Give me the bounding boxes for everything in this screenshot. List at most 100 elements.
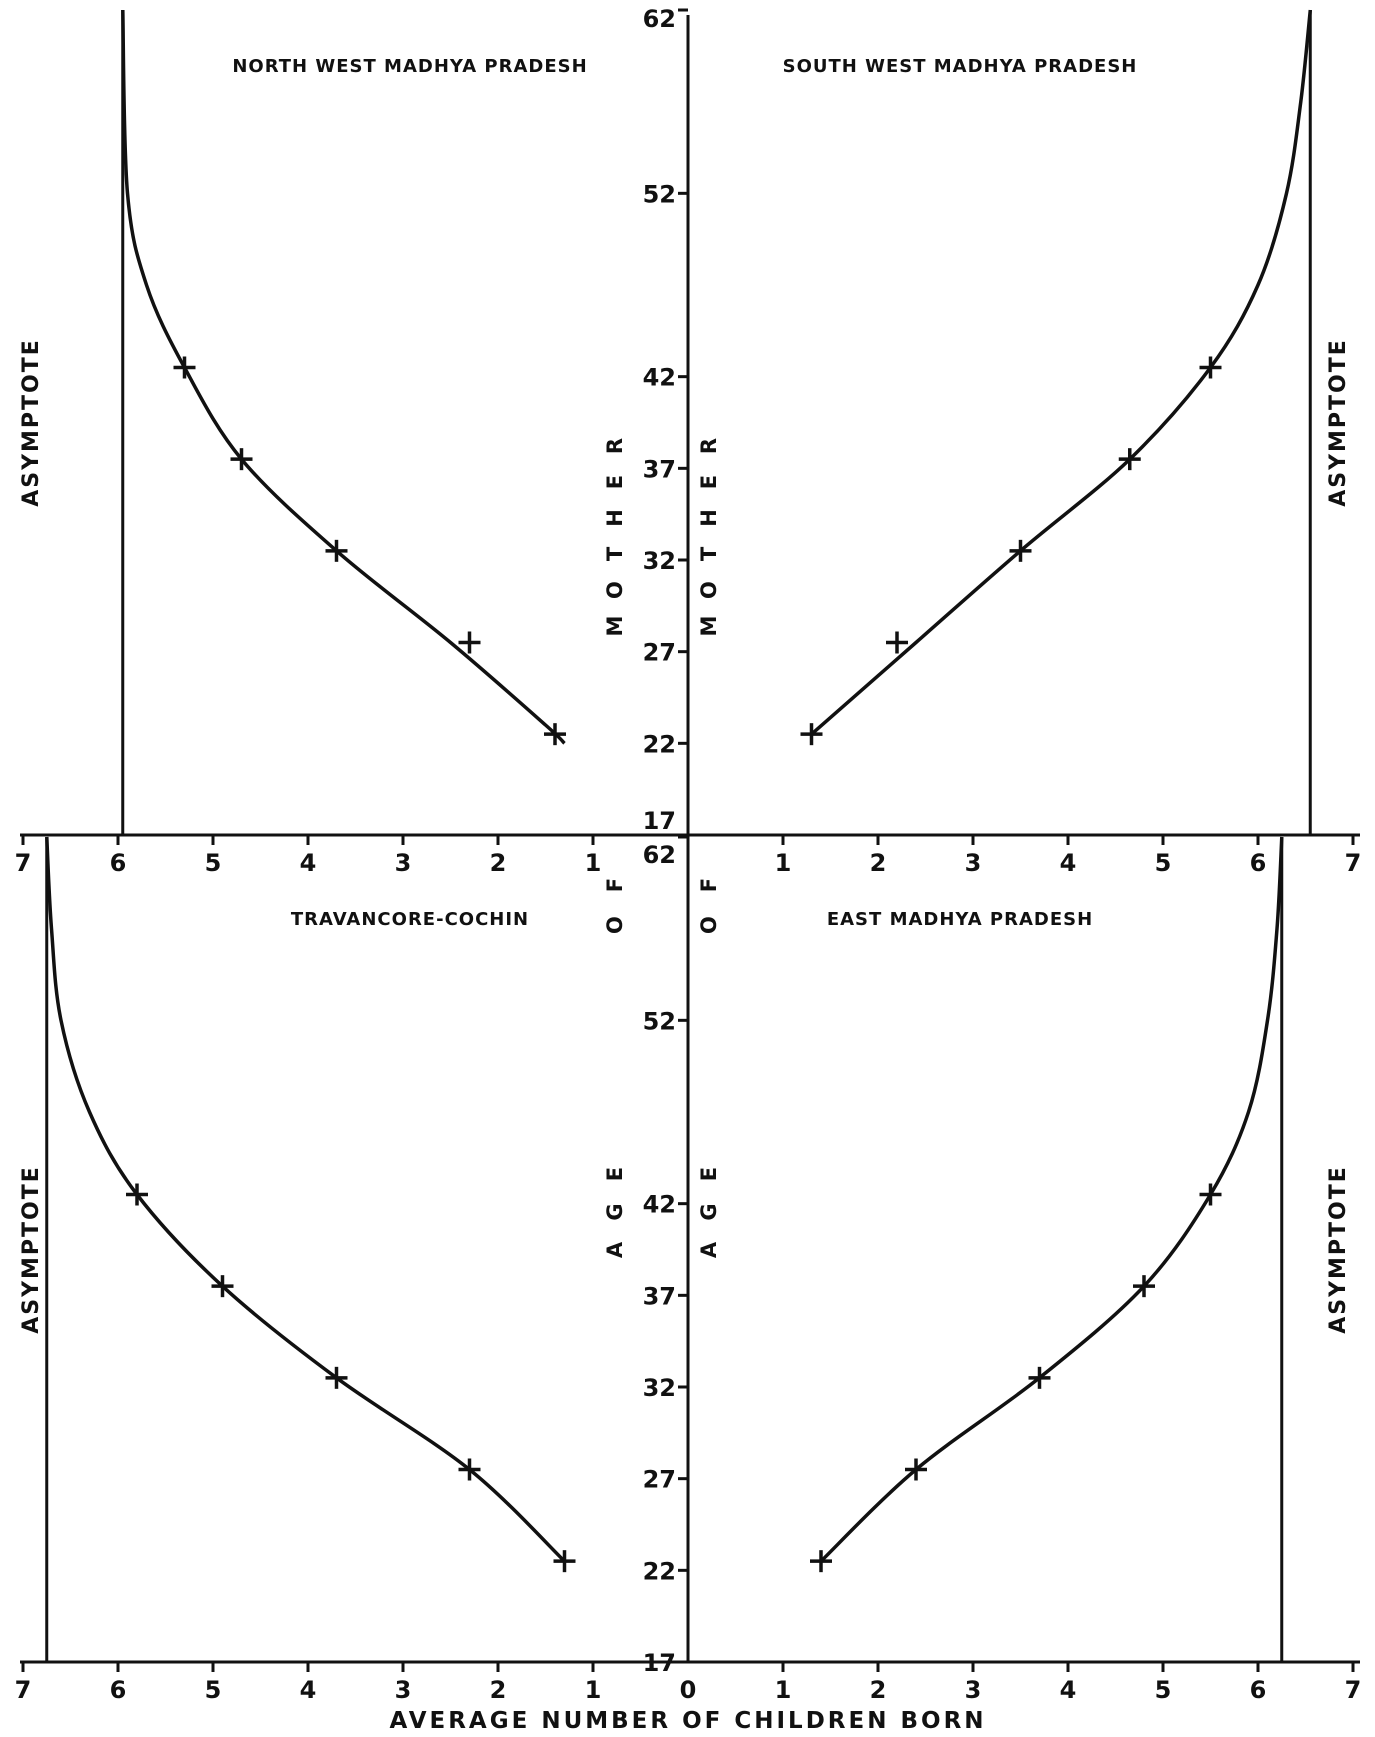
panel-title: NORTH WEST MADHYA PRADESH bbox=[232, 56, 587, 77]
vertical-label-char: O bbox=[697, 581, 721, 599]
x-tick-label: 5 bbox=[1155, 849, 1172, 877]
panel-top-right: ASYMPTOTE SOUTH WEST MADHYA PRADESH bbox=[783, 9, 1351, 835]
panel-bottom-left: ASYMPTOTE TRAVANCORE-COCHIN bbox=[19, 836, 576, 1662]
asymptote-label: ASYMPTOTE bbox=[1326, 338, 1351, 507]
x-tick-label: 3 bbox=[965, 1676, 982, 1704]
y-tick-label: 32 bbox=[643, 547, 676, 575]
data-point bbox=[325, 1366, 348, 1389]
x-tick-label: 7 bbox=[1345, 849, 1362, 877]
y-tick-label: 37 bbox=[643, 1282, 676, 1310]
data-point bbox=[800, 723, 823, 746]
x-tick-label: 6 bbox=[1250, 1676, 1267, 1704]
vertical-label-char: E bbox=[603, 1167, 627, 1181]
panel-top-left: ASYMPTOTE NORTH WEST MADHYA PRADESH bbox=[19, 9, 587, 835]
vertical-label-char: M bbox=[603, 616, 627, 637]
vertical-label-char: R bbox=[603, 438, 627, 454]
vertical-label-char: A bbox=[603, 1241, 627, 1258]
data-point bbox=[126, 1183, 148, 1206]
y-tick-label: 42 bbox=[643, 364, 676, 392]
x-tick-label: 2 bbox=[490, 1676, 507, 1704]
data-point bbox=[886, 631, 908, 654]
y-tick-label: 27 bbox=[643, 1466, 676, 1494]
x-tick-label: 1 bbox=[585, 849, 602, 877]
x-tick-label: 5 bbox=[1155, 1676, 1172, 1704]
x-tick-label: 2 bbox=[870, 849, 887, 877]
x-axis-label: AVERAGE NUMBER OF CHILDREN BORN bbox=[389, 1708, 986, 1734]
x-tick-label: 6 bbox=[1250, 849, 1267, 877]
panel-title: TRAVANCORE-COCHIN bbox=[291, 909, 529, 930]
data-point bbox=[1118, 448, 1141, 471]
data-point bbox=[810, 1550, 832, 1573]
x-tick-label: 0 bbox=[680, 1676, 697, 1704]
data-point bbox=[458, 1458, 481, 1481]
x-tick-label: 6 bbox=[110, 1676, 127, 1704]
data-point bbox=[230, 448, 253, 471]
x-tick-label: 3 bbox=[395, 849, 412, 877]
data-point bbox=[173, 356, 196, 379]
y-tick-label: 52 bbox=[643, 1007, 676, 1035]
y-tick-label: 22 bbox=[643, 1557, 676, 1585]
data-point bbox=[1009, 539, 1032, 562]
y-tick-label: 37 bbox=[643, 455, 676, 483]
y-tick-label: 62 bbox=[643, 5, 676, 33]
y-tick-label: 52 bbox=[643, 180, 676, 208]
vertical-label-char: T bbox=[697, 546, 721, 561]
x-tick-label: 5 bbox=[205, 849, 222, 877]
asymptote-label: ASYMPTOTE bbox=[19, 338, 44, 507]
y-tick-label: 42 bbox=[643, 1191, 676, 1219]
data-point bbox=[553, 1550, 576, 1573]
vertical-label-char: T bbox=[603, 546, 627, 561]
data-point bbox=[1028, 1366, 1051, 1389]
vertical-label-char: F bbox=[697, 878, 721, 892]
x-tick-label: 4 bbox=[1060, 849, 1077, 877]
x-tick-label: 7 bbox=[1345, 1676, 1362, 1704]
series-line bbox=[810, 9, 1313, 736]
vertical-label-char: F bbox=[603, 878, 627, 892]
y-tick-label: 17 bbox=[643, 807, 676, 835]
vertical-label-char: H bbox=[697, 509, 721, 527]
x-tick-label: 4 bbox=[300, 1676, 317, 1704]
asymptote-label: ASYMPTOTE bbox=[1326, 1165, 1351, 1334]
x-tick-label: 7 bbox=[15, 1676, 32, 1704]
vertical-label-char: E bbox=[697, 1167, 721, 1181]
x-tick-label: 2 bbox=[870, 1676, 887, 1704]
x-tick-label: 1 bbox=[585, 1676, 602, 1704]
x-tick-label: 1 bbox=[775, 849, 792, 877]
vertical-label-char: R bbox=[697, 438, 721, 454]
panel-title: EAST MADHYA PRADESH bbox=[827, 909, 1093, 930]
vertical-label-char: H bbox=[603, 509, 627, 527]
vertical-label-char: G bbox=[603, 1203, 627, 1220]
data-point bbox=[1133, 1275, 1155, 1298]
series-line bbox=[45, 836, 566, 1563]
x-tick-label: 3 bbox=[395, 1676, 412, 1704]
data-point bbox=[544, 723, 566, 746]
data-point bbox=[1199, 1183, 1222, 1206]
x-tick-label: 4 bbox=[300, 849, 317, 877]
vertical-label-char: G bbox=[697, 1203, 721, 1220]
panel-bottom-right: ASYMPTOTE EAST MADHYA PRADESH bbox=[810, 836, 1351, 1662]
y-tick-label: 27 bbox=[643, 639, 676, 667]
x-tick-label: 2 bbox=[490, 849, 507, 877]
x-tick-label: 1 bbox=[775, 1676, 792, 1704]
x-tick-label: 3 bbox=[965, 849, 982, 877]
asymptote-label: ASYMPTOTE bbox=[19, 1165, 44, 1334]
vertical-label-char: O bbox=[603, 581, 627, 599]
data-point bbox=[905, 1458, 927, 1481]
x-tick-label: 6 bbox=[110, 849, 127, 877]
data-point bbox=[211, 1275, 234, 1298]
vertical-label-char: E bbox=[603, 475, 627, 489]
data-point bbox=[1199, 356, 1222, 379]
vertical-label-char: O bbox=[603, 916, 627, 934]
data-point bbox=[458, 631, 481, 654]
vertical-label-char: E bbox=[697, 475, 721, 489]
y-tick-label: 22 bbox=[643, 730, 676, 758]
series-line bbox=[121, 9, 566, 745]
y-tick-label: 17 bbox=[643, 1649, 676, 1677]
vertical-label-char: O bbox=[697, 916, 721, 934]
x-tick-label: 5 bbox=[205, 1676, 222, 1704]
x-tick-label: 4 bbox=[1060, 1676, 1077, 1704]
series-line bbox=[819, 836, 1284, 1563]
